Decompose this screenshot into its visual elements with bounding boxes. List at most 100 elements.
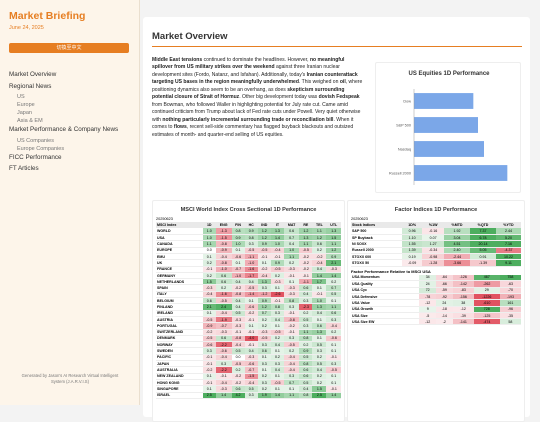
- sidebar: Market Briefing June 24, 2025 切換至中文 Mark…: [0, 0, 140, 405]
- cell: -0.1: [202, 360, 216, 367]
- cell: 0.8: [244, 234, 258, 241]
- cell: 1.4: [326, 392, 341, 399]
- nav-subitem[interactable]: Europe: [17, 102, 35, 108]
- cell: 4.2: [231, 392, 245, 399]
- cell: 1.1: [202, 240, 216, 248]
- cell: -0.7: [231, 266, 245, 273]
- nav-subitem[interactable]: US Companies: [17, 137, 54, 144]
- header-cell: Stock Indices: [352, 223, 376, 228]
- language-button[interactable]: 切換至中文: [9, 43, 129, 53]
- cell: -0.1: [215, 373, 232, 380]
- cell: 1.2: [257, 303, 271, 311]
- nav-item[interactable]: FT Articles: [9, 165, 39, 172]
- cell: 0.4: [231, 303, 245, 311]
- cell: 20.14: [470, 240, 496, 248]
- cell: 0.1: [231, 259, 245, 267]
- cell: 0.5: [299, 316, 313, 323]
- nav-item[interactable]: FICC Performance: [9, 153, 62, 161]
- cell: 0.9: [244, 228, 258, 235]
- nav-subitem[interactable]: Europe Companies: [17, 145, 65, 152]
- cell: -0.09: [401, 259, 423, 267]
- cell: -0.4: [257, 272, 271, 279]
- cell: 0.4: [231, 278, 245, 285]
- row: S&P 500 0.96 -0.16 1.92 7.37 2.44: [351, 228, 521, 235]
- cell: 0.4: [312, 266, 327, 273]
- nav-item[interactable]: Market Overview: [9, 71, 57, 78]
- cell: 1.1: [326, 303, 341, 311]
- row: USA Cyc 72 -59 -83 29 -70: [351, 287, 521, 294]
- cell: -0.2: [202, 366, 216, 374]
- nav-subitem[interactable]: US: [17, 94, 25, 100]
- cell: 0.1: [244, 322, 258, 330]
- cell: 0.8: [231, 228, 245, 235]
- cell: -12: [452, 306, 474, 313]
- cell: -0.1: [202, 379, 216, 386]
- cell: 0.5: [299, 354, 313, 361]
- cell: -0.9: [215, 247, 232, 254]
- cell: -0.5: [270, 329, 284, 336]
- cell: UK: [157, 260, 163, 265]
- cell: 1.2: [257, 228, 271, 235]
- row: Russell 2000 1.39 -0.34 2.40 5.05 -4.37: [351, 247, 521, 254]
- cell: -0.1: [257, 253, 271, 260]
- cell: -0.3: [215, 329, 232, 336]
- cell: WORLD: [157, 229, 171, 234]
- cell: USA Defensive: [352, 294, 378, 299]
- cell: -1.0: [215, 266, 232, 273]
- cell: 0.3: [326, 360, 341, 367]
- cell: -0.2: [299, 266, 313, 273]
- cell: 7.16: [495, 240, 521, 248]
- row: PACIFIC -0.1 -0.4 0.0 -0.3 0.1 0.2 -0.4 0.5 0.2 -0…: [156, 354, 341, 361]
- header-row: MSCI Index 1D ENG FIN HC IND IT MAT RE TEL UTL: [156, 222, 341, 229]
- cell: 0.1: [270, 322, 284, 330]
- table: MSCI Index 1D ENG FIN HC IND IT MAT RE TEL UTL WORL…: [156, 222, 341, 399]
- cell: 0.7: [326, 284, 341, 292]
- cell: 0.2: [312, 373, 327, 380]
- cell: 0.2: [257, 316, 271, 323]
- date: June 24, 2025: [9, 25, 44, 31]
- cell: 5.05: [470, 247, 496, 254]
- cell: -0.5: [244, 247, 258, 254]
- cell: 1.4: [326, 272, 341, 279]
- cell: -0.1: [326, 385, 341, 393]
- nav-subitem[interactable]: Asia & EM: [17, 118, 43, 124]
- site-title: Market Briefing: [9, 10, 86, 22]
- text-run: no meaningful spillover from US military…: [152, 57, 345, 71]
- nav-item[interactable]: Market Performance & Company News: [9, 126, 119, 133]
- cell: -1.1: [244, 253, 258, 260]
- row: NI SOXX 1.55 1.27 4.51 20.14 7.16: [351, 240, 521, 248]
- cell: ITALY: [157, 292, 167, 297]
- table: USA Momentum 34 -64 -126 467 758 USA Quality 24…: [351, 274, 521, 326]
- cell: USA Quality: [352, 282, 373, 287]
- nav-subitem[interactable]: Japan: [17, 110, 32, 116]
- cell: 0.1: [202, 253, 216, 260]
- msci-panel: MSCI World Index Cross Sectional 1D Perf…: [152, 200, 345, 422]
- cell: 0.2: [312, 247, 327, 254]
- y-tick-label: Russell 2000: [389, 171, 411, 175]
- cell: -0.5: [257, 247, 271, 254]
- row: USA Defensive -78 -92 -156 -1226 -193: [351, 293, 521, 300]
- cell: 0.8: [284, 297, 300, 304]
- cell: -0.2: [231, 379, 245, 386]
- cell: -2.44: [443, 253, 471, 260]
- cell: 0.3: [270, 360, 284, 367]
- cell: 0.3: [257, 360, 271, 367]
- heading: Market Overview: [152, 31, 228, 42]
- cell: 1.1: [284, 392, 300, 399]
- cell: 0.1: [231, 247, 245, 254]
- cell: -0.1: [231, 329, 245, 336]
- cell: -0.3: [215, 385, 232, 393]
- text-run: dovish Fedspeak: [318, 94, 360, 101]
- nav-item[interactable]: Regional News: [9, 82, 52, 90]
- row: HONG KONG -0.1 -0.4 -0.2 -0.4 0.3 -0.5 0.7 0.5 0.…: [156, 379, 341, 386]
- cell: -0.4: [202, 291, 216, 298]
- cell: 758: [499, 274, 521, 281]
- text-run: . This weighed on: [298, 79, 340, 86]
- cell: 0.0: [235, 355, 241, 360]
- row: ITALY -0.4 -1.6 -0.8 -1.4 -1.2 -2.6 -0.3 0.4 -0.1…: [156, 291, 341, 298]
- text-run: against three Iranian nuclear developmen…: [152, 64, 340, 78]
- row: AUSTRALIA -0.2 -2.2 0.2 -0.7 0.1 0.4 -0.4 0.6 0.4…: [156, 366, 341, 374]
- cell: 0.9: [231, 234, 245, 241]
- cell: -0.2: [244, 310, 258, 317]
- cell: -0.4: [215, 379, 232, 386]
